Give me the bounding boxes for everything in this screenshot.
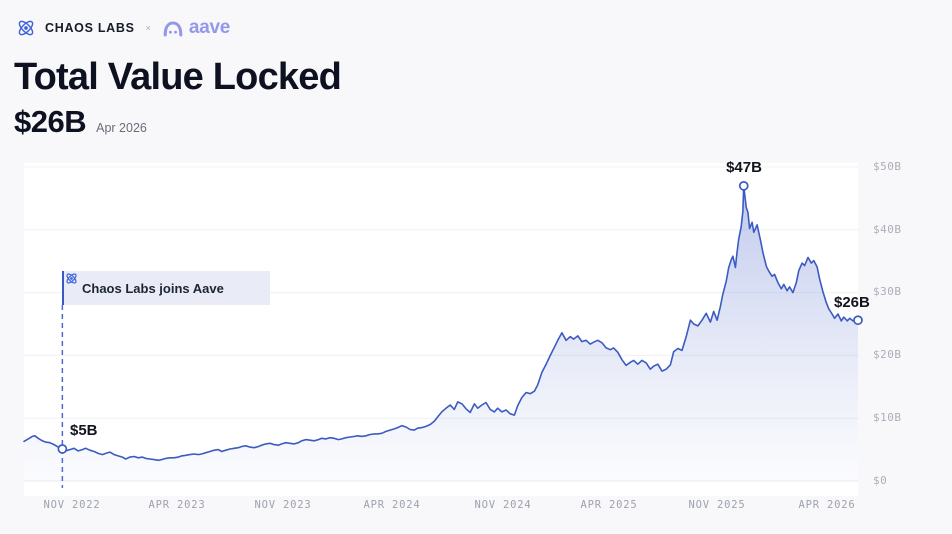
y-tick-30b: $30B bbox=[873, 285, 902, 298]
y-tick-50b: $50B bbox=[873, 160, 902, 173]
aave-ghost-icon bbox=[162, 20, 184, 37]
brand-row: CHAOS LABS × aave bbox=[15, 17, 230, 39]
headline-value-date: Apr 2026 bbox=[96, 121, 147, 135]
data-label-47b: $47B bbox=[726, 159, 762, 176]
brand-name: CHAOS LABS bbox=[45, 21, 135, 35]
y-tick-0: $0 bbox=[873, 474, 888, 487]
x-tick-apr-2024: APR 2024 bbox=[363, 499, 421, 511]
aave-wordmark: aave bbox=[188, 16, 230, 38]
chart-plot bbox=[23, 166, 863, 488]
event-annotation-label: Chaos Labs joins Aave bbox=[82, 280, 224, 296]
data-label-26b: $26B bbox=[834, 294, 870, 311]
aave-logo: aave bbox=[162, 16, 230, 38]
x-tick-nov-2022: NOV 2022 bbox=[43, 499, 101, 511]
x-tick-nov-2025: NOV 2025 bbox=[688, 499, 746, 511]
data-label-5b: $5B bbox=[70, 422, 98, 439]
y-tick-40b: $40B bbox=[873, 223, 902, 236]
x-tick-nov-2023: NOV 2023 bbox=[254, 499, 312, 511]
brand-separator: × bbox=[145, 23, 151, 33]
event-annotation: Chaos Labs joins Aave bbox=[62, 271, 270, 305]
x-tick-apr-2023: APR 2023 bbox=[148, 499, 206, 511]
x-tick-apr-2026: APR 2026 bbox=[798, 499, 856, 511]
headline-value-row: $26B Apr 2026 bbox=[14, 104, 147, 140]
x-tick-nov-2024: NOV 2024 bbox=[474, 499, 532, 511]
y-tick-10b: $10B bbox=[873, 411, 902, 424]
page-title: Total Value Locked bbox=[14, 56, 342, 98]
tvl-area-chart: Chaos Labs joins Aave $5B $47B $26B bbox=[23, 159, 870, 496]
headline-value: $26B bbox=[14, 104, 87, 139]
chaos-labs-icon bbox=[15, 17, 37, 39]
x-tick-apr-2025: APR 2025 bbox=[580, 499, 638, 511]
y-tick-20b: $20B bbox=[873, 348, 902, 361]
